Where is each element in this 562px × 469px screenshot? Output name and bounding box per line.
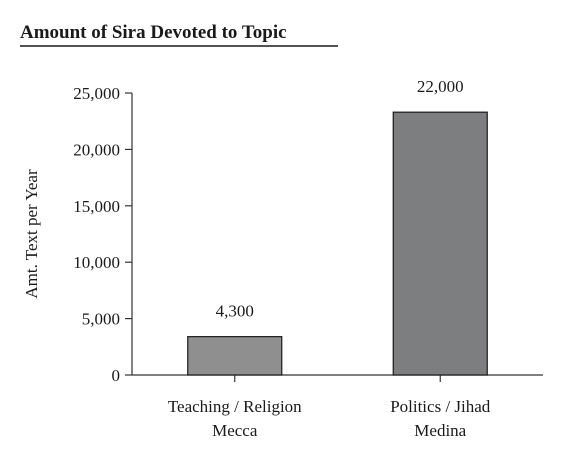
y-tick-label: 25,000: [73, 84, 120, 103]
data-label: 4,300: [216, 302, 254, 321]
data-label: 22,000: [417, 77, 464, 96]
chart-title: Amount of Sira Devoted to Topic: [20, 22, 287, 43]
x-tick-label: Mecca: [212, 421, 258, 440]
x-tick-label: Medina: [414, 421, 466, 440]
y-axis: 0 5,000 10,000 15,000 20,000 25,000: [73, 84, 133, 385]
x-axis: Teaching / Religion Mecca Politics / Jihad…: [132, 374, 543, 440]
x-tick-label: Politics / Jihad: [390, 397, 491, 416]
x-tick-label: Teaching / Religion: [168, 397, 302, 416]
y-tick-label: 10,000: [73, 253, 120, 272]
y-tick-label: 15,000: [73, 197, 120, 216]
y-tick-label: 0: [112, 366, 121, 385]
bar: [187, 336, 283, 376]
y-axis-label: Amt. Text per Year: [22, 169, 41, 299]
y-tick-label: 5,000: [82, 310, 120, 329]
y-tick-label: 20,000: [73, 140, 120, 159]
bars: [187, 111, 488, 376]
bar: [392, 111, 488, 376]
data-labels: 4,300 22,000: [216, 77, 464, 320]
